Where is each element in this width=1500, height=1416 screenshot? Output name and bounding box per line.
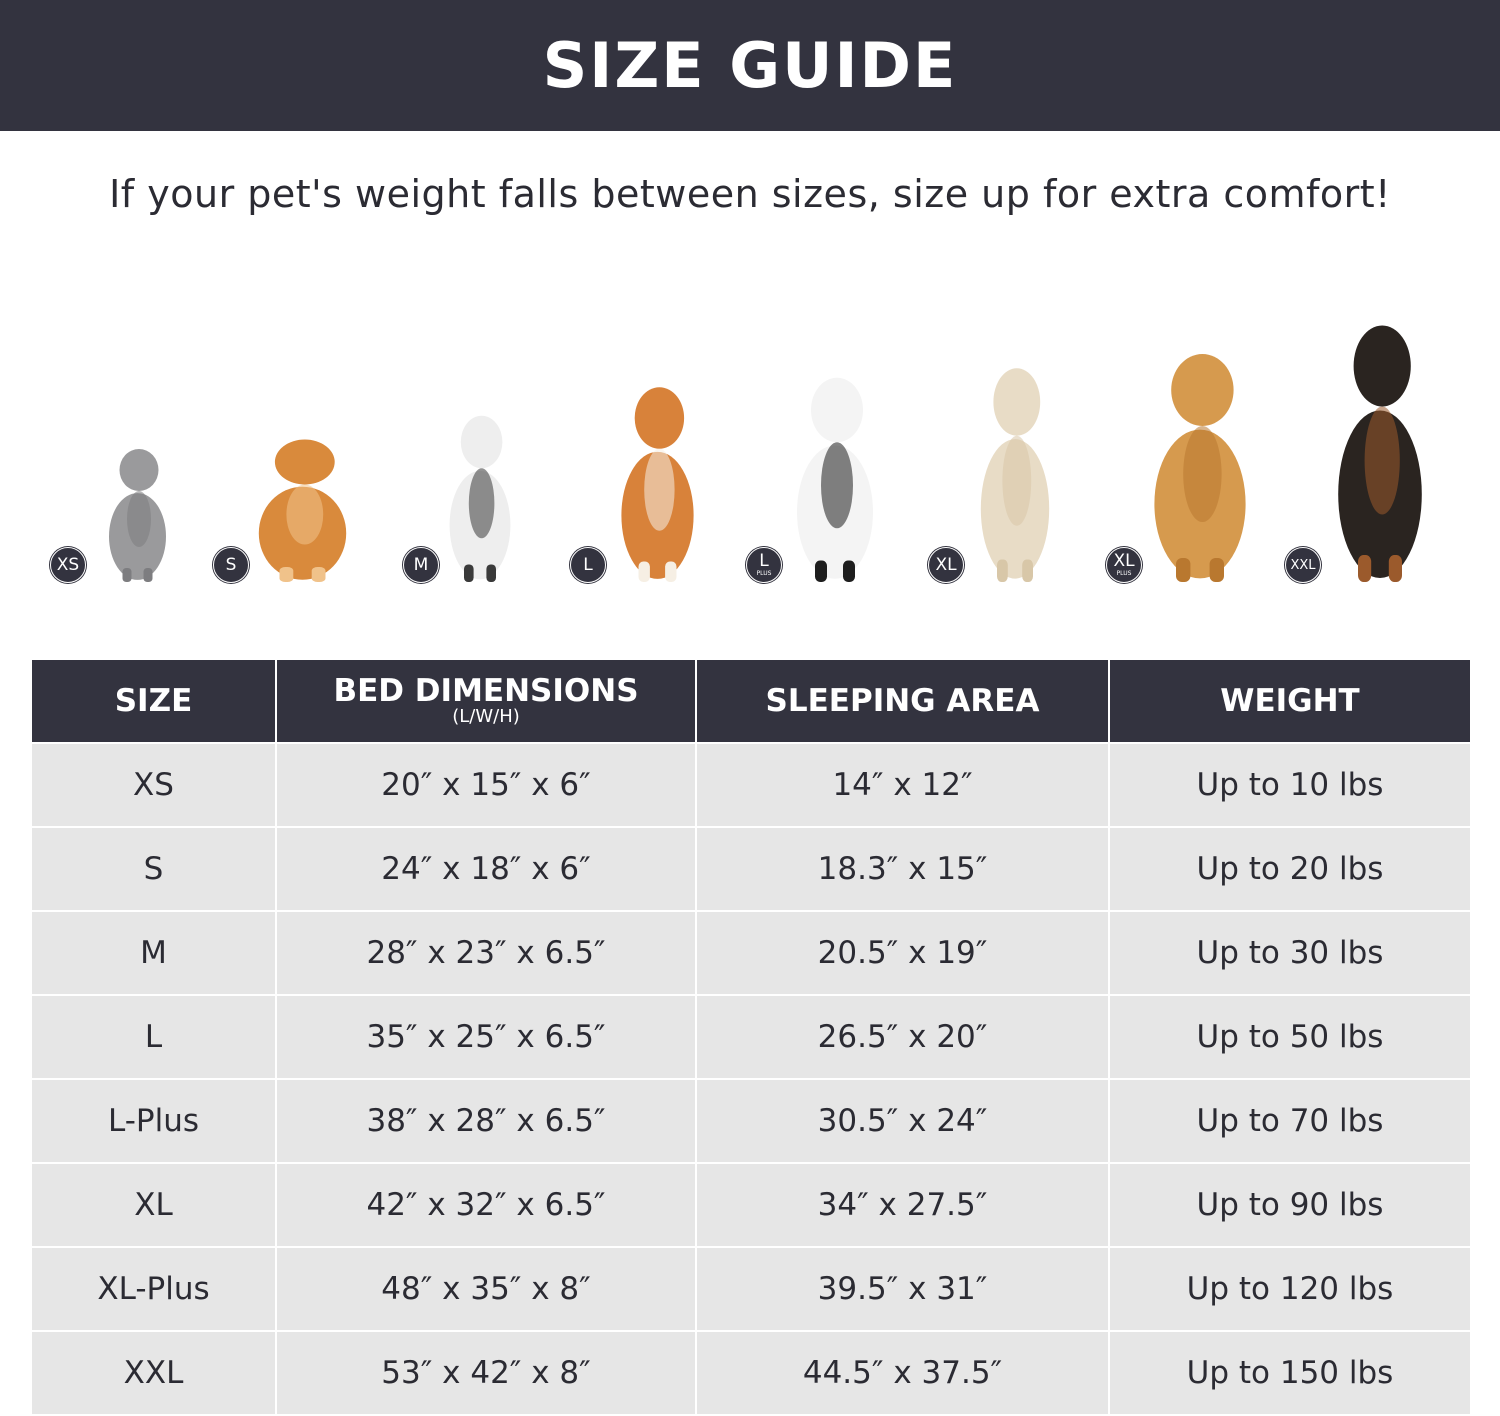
size-badge-label: L — [583, 554, 593, 575]
cell-bed: 24″ x 18″ x 6″ — [275, 826, 697, 912]
cell-bed: 35″ x 25″ x 6.5″ — [275, 994, 697, 1080]
header-sleeping-area: SLEEPING AREA — [695, 660, 1110, 744]
size-badge: L — [570, 547, 606, 583]
cell-weight: Up to 20 lbs — [1108, 826, 1472, 912]
size-badge: XL — [928, 547, 964, 583]
size-badge: XS — [50, 547, 86, 583]
cell-weight: Up to 70 lbs — [1108, 1078, 1472, 1164]
cell-weight: Up to 10 lbs — [1108, 742, 1472, 828]
size-badge: XXL — [1285, 547, 1321, 583]
cell-size: XL-Plus — [30, 1246, 277, 1332]
pet-image — [1154, 354, 1246, 582]
cell-bed: 38″ x 28″ x 6.5″ — [275, 1078, 697, 1164]
pet-lineup: XS S M L L PLUS XL XL PLUS XXL — [0, 300, 1500, 600]
cell-size: M — [30, 910, 277, 996]
table-row: S 24″ x 18″ x 6″ 18.3″ x 15″ Up to 20 lbs — [30, 826, 1472, 912]
size-badge-label: XL — [935, 554, 957, 575]
pet-image — [258, 439, 347, 582]
size-badge-label: XL — [1113, 551, 1135, 571]
cell-sleeping: 26.5″ x 20″ — [695, 994, 1110, 1080]
cell-sleeping: 30.5″ x 24″ — [695, 1078, 1110, 1164]
cell-bed: 42″ x 32″ x 6.5″ — [275, 1162, 697, 1248]
header-bed-label: BED DIMENSIONS — [333, 673, 639, 710]
pet-image — [621, 387, 694, 582]
cell-weight: Up to 120 lbs — [1108, 1246, 1472, 1332]
cell-size: S — [30, 826, 277, 912]
size-badge: S — [213, 547, 249, 583]
cell-size: L — [30, 994, 277, 1080]
table-row: XL-Plus 48″ x 35″ x 8″ 39.5″ x 31″ Up to 12… — [30, 1246, 1472, 1332]
page-title: SIZE GUIDE — [542, 29, 958, 102]
cell-weight: Up to 50 lbs — [1108, 994, 1472, 1080]
size-badge-label: XS — [56, 554, 80, 575]
cell-size: L-Plus — [30, 1078, 277, 1164]
size-table: SIZE BED DIMENSIONS (L/W/H) SLEEPING AREA… — [30, 660, 1472, 1416]
size-badge: M — [403, 547, 439, 583]
cell-sleeping: 34″ x 27.5″ — [695, 1162, 1110, 1248]
size-badge-label: S — [225, 554, 237, 575]
table-row: L 35″ x 25″ x 6.5″ 26.5″ x 20″ Up to 50 lbs — [30, 994, 1472, 1080]
cell-size: XS — [30, 742, 277, 828]
pet-image — [449, 415, 511, 582]
size-badge-plus: PLUS — [756, 570, 772, 577]
header-bed-dimensions: BED DIMENSIONS (L/W/H) — [275, 660, 697, 744]
cell-sleeping: 18.3″ x 15″ — [695, 826, 1110, 912]
cell-size: XXL — [30, 1330, 277, 1416]
cell-bed: 48″ x 35″ x 8″ — [275, 1246, 697, 1332]
pet-image — [109, 449, 166, 582]
table-row: XS 20″ x 15″ x 6″ 14″ x 12″ Up to 10 lbs — [30, 742, 1472, 828]
table-row: M 28″ x 23″ x 6.5″ 20.5″ x 19″ Up to 30 lbs — [30, 910, 1472, 996]
title-banner: SIZE GUIDE — [0, 0, 1500, 131]
table-row: XL 42″ x 32″ x 6.5″ 34″ x 27.5″ Up to 90 lb… — [30, 1162, 1472, 1248]
table-row: L-Plus 38″ x 28″ x 6.5″ 30.5″ x 24″ Up to 7… — [30, 1078, 1472, 1164]
cell-sleeping: 39.5″ x 31″ — [695, 1246, 1110, 1332]
cell-weight: Up to 30 lbs — [1108, 910, 1472, 996]
size-badge-label: M — [413, 554, 429, 575]
cell-weight: Up to 150 lbs — [1108, 1330, 1472, 1416]
cell-size: XL — [30, 1162, 277, 1248]
header-size: SIZE — [30, 660, 277, 744]
cell-sleeping: 44.5″ x 37.5″ — [695, 1330, 1110, 1416]
size-badge: XL PLUS — [1106, 547, 1142, 583]
cell-bed: 53″ x 42″ x 8″ — [275, 1330, 697, 1416]
header-weight: WEIGHT — [1108, 660, 1472, 744]
table-header-row: SIZE BED DIMENSIONS (L/W/H) SLEEPING AREA… — [30, 660, 1472, 744]
cell-sleeping: 20.5″ x 19″ — [695, 910, 1110, 996]
table-row: XXL 53″ x 42″ x 8″ 44.5″ x 37.5″ Up to 150 … — [30, 1330, 1472, 1416]
cell-bed: 20″ x 15″ x 6″ — [275, 742, 697, 828]
size-badge: L PLUS — [746, 547, 782, 583]
size-badge-plus: PLUS — [1116, 570, 1132, 577]
cell-bed: 28″ x 23″ x 6.5″ — [275, 910, 697, 996]
size-badge-label: L — [759, 551, 769, 571]
size-badge-label: XXL — [1290, 557, 1316, 573]
pet-image — [1338, 325, 1422, 582]
pet-image — [980, 368, 1050, 582]
cell-sleeping: 14″ x 12″ — [695, 742, 1110, 828]
subtitle: If your pet's weight falls between sizes… — [109, 172, 1391, 216]
cell-weight: Up to 90 lbs — [1108, 1162, 1472, 1248]
pet-image — [797, 377, 873, 582]
header-bed-sub: (L/W/H) — [452, 705, 520, 727]
